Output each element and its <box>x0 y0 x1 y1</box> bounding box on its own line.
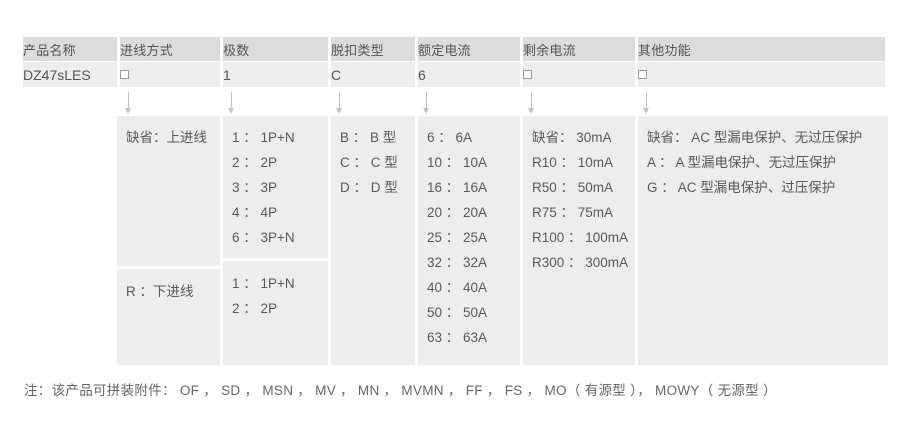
value-trip-type: C <box>331 62 415 87</box>
detail-line: B ： B 型 <box>340 130 397 145</box>
detail-line: 4 ： 4P <box>232 205 278 220</box>
detail-group: 6 ： 6A 10 ： 10A 16 ： 16A 20 ： 20A 25 ： 2… <box>418 116 520 350</box>
arrow-down-icon-trip-type <box>335 92 344 116</box>
detail-line: 1 ： 1P+N <box>232 130 295 145</box>
detail-line: 缺省： 30mA <box>532 130 612 145</box>
detail-line: D ： D 型 <box>340 180 398 195</box>
detail-group: 缺省： 30mA R10 ： 10mA R50 ： 50mA R75 ： 75m… <box>523 116 635 275</box>
detail-line: 25 ： 25A <box>427 230 488 245</box>
detail-line: R50 ： 50mA <box>532 180 614 195</box>
arrow-down-icon-pole-number <box>227 92 236 116</box>
detail-line: 6 ： 3P+N <box>232 230 295 245</box>
detail-column-trip-type: B ： B 型 C ： C 型 D ： D 型 <box>328 116 415 365</box>
detail-line: C ： C 型 <box>340 155 398 170</box>
detail-column-residual-current: 缺省： 30mA R10 ： 10mA R50 ： 50mA R75 ： 75m… <box>520 116 635 365</box>
column-header-rated-current: 额定电流 <box>418 37 520 61</box>
placeholder-box-icon <box>638 70 647 80</box>
column-header-incoming-line: 进线方式 <box>120 37 220 61</box>
value-incoming-line <box>120 62 220 87</box>
detail-line: 3 ： 3P <box>232 180 278 195</box>
column-header-other-functions: 其他功能 <box>638 37 885 61</box>
detail-line: 63 ： 63A <box>427 330 488 345</box>
footer-note: 注：该产品可拼装附件： OF ， SD ， MSN ， MV ， MN ， MV… <box>24 383 777 398</box>
detail-column-incoming-line-mode: 缺省：上进线 R ：下进线 <box>117 116 220 365</box>
detail-line: R75 ： 75mA <box>532 205 614 220</box>
arrow-down-icon-rated-current <box>422 92 431 116</box>
arrow-down-icon-other-functions <box>642 92 651 116</box>
detail-column-rated-current: 6 ： 6A 10 ： 10A 16 ： 16A 20 ： 20A 25 ： 2… <box>415 116 520 365</box>
detail-line: 32 ： 32A <box>427 255 488 270</box>
detail-group: 1 ： 1P+N 2 ： 2P <box>223 258 328 321</box>
table-header-row: 产品名称 进线方式 极数 脱扣类型 额定电流 剩余电流 其他功能 <box>23 37 885 61</box>
column-header-product-name: 产品名称 <box>23 37 117 61</box>
detail-group: 缺省： AC 型漏电保护、无过压保护 A ： A 型漏电保护、无过压保护 G ：… <box>638 116 888 200</box>
column-header-pole-number: 极数 <box>223 37 328 61</box>
detail-line: 16 ： 16A <box>427 180 488 195</box>
detail-line: R10 ： 10mA <box>532 155 614 170</box>
option-detail-panel: 缺省：上进线 R ：下进线 1 ： 1P+N 2 ： 2P 3 ： 3P 4 ：… <box>117 116 888 365</box>
placeholder-box-icon <box>523 70 532 80</box>
detail-line: 20 ： 20A <box>427 205 488 220</box>
table-value-row: DZ47sLES 1 C 6 <box>23 62 885 87</box>
detail-column-other-functions: 缺省： AC 型漏电保护、无过压保护 A ： A 型漏电保护、无过压保护 G ：… <box>635 116 888 365</box>
detail-line: 1 ： 1P+N <box>232 276 295 291</box>
detail-line: R ：下进线 <box>126 284 194 299</box>
detail-line: R300 ： 300mA <box>532 255 629 270</box>
placeholder-box-icon <box>120 70 129 80</box>
detail-line: 缺省：上进线 <box>126 130 207 145</box>
detail-line: 40 ： 40A <box>427 280 488 295</box>
value-product-name: DZ47sLES <box>23 62 117 87</box>
model-code-table: 产品名称 进线方式 极数 脱扣类型 额定电流 剩余电流 其他功能 DZ47sLE… <box>20 36 888 88</box>
column-header-trip-type: 脱扣类型 <box>331 37 415 61</box>
detail-group: 缺省：上进线 <box>117 116 220 150</box>
detail-line: R100 ： 100mA <box>532 230 629 245</box>
value-other-functions <box>638 62 885 87</box>
detail-line: 2 ： 2P <box>232 301 278 316</box>
detail-group: B ： B 型 C ： C 型 D ： D 型 <box>331 116 415 200</box>
detail-line: 50 ： 50A <box>427 305 488 320</box>
detail-line: G ： AC 型漏电保护、过压保护 <box>647 180 836 195</box>
detail-line: 2 ： 2P <box>232 155 278 170</box>
detail-column-pole-number: 1 ： 1P+N 2 ： 2P 3 ： 3P 4 ： 4P 6 ： 3P+N 1… <box>220 116 328 365</box>
detail-line: 缺省： AC 型漏电保护、无过压保护 <box>647 130 863 145</box>
column-header-residual-current: 剩余电流 <box>523 37 635 61</box>
detail-line: A ： A 型漏电保护、无过压保护 <box>647 155 837 170</box>
detail-line: 6 ： 6A <box>427 130 473 145</box>
arrow-down-icon-residual-current <box>527 92 536 116</box>
value-rated-current: 6 <box>418 62 520 87</box>
detail-group: R ：下进线 <box>117 266 220 304</box>
detail-group: 1 ： 1P+N 2 ： 2P 3 ： 3P 4 ： 4P 6 ： 3P+N <box>223 116 328 250</box>
detail-line: 10 ： 10A <box>427 155 488 170</box>
value-residual-current <box>523 62 635 87</box>
arrow-down-icon-incoming-line <box>124 92 133 116</box>
value-pole-number: 1 <box>223 62 328 87</box>
